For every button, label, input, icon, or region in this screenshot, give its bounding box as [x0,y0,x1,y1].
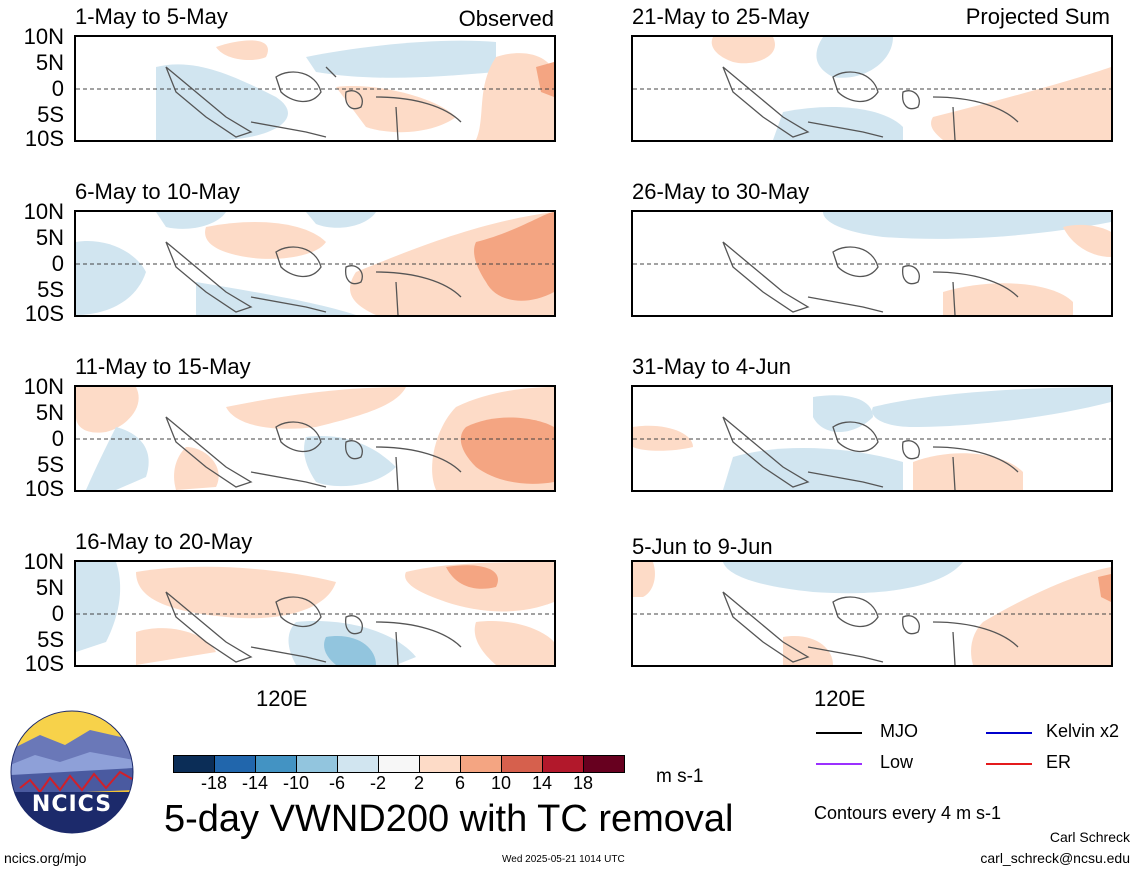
lat-label: 10S [24,126,64,151]
logo-text: NCICS [31,792,113,817]
map-panel [74,35,556,142]
lat-label: 0 [51,426,64,451]
legend-swatch-er [986,763,1032,765]
lat-label: 0 [51,76,64,101]
colorbar-tick-label: -2 [369,773,386,793]
footer-email[interactable]: carl_schreck@ncsu.edu [980,850,1130,866]
map-panel [74,210,556,317]
legend-swatch-low [816,763,862,765]
panel-title: 11-May to 15-May [75,354,251,379]
legend-swatch-mjo [816,732,862,734]
map-panel [74,560,556,667]
colorbar-tick-label: -6 [328,773,345,793]
lat-label: 0 [51,251,64,276]
lat-label: 0 [51,601,64,626]
lat-label: 10N [23,199,64,224]
panel-title: 1-May to 5-May [75,4,228,29]
map-panel [631,35,1113,142]
colorbar-swatch [214,755,256,773]
lat-label: 5S [37,102,64,127]
legend-swatch-kelvin [986,732,1032,734]
lat-label: 5N [35,400,64,425]
map-panel [631,385,1113,492]
panel-title: 21-May to 25-May [632,4,810,29]
colorbar-swatch [542,755,584,773]
projected-sum-label: Projected Sum [965,4,1110,29]
colorbar-swatch [378,755,420,773]
contour-note: Contours every 4 m s-1 [814,803,1002,823]
lat-label: 10N [23,24,64,49]
observed-label: Observed [458,6,554,31]
lat-label: 5N [35,575,64,600]
legend-label-low: Low [880,752,914,772]
colorbar-units: m s-1 [656,766,704,787]
ncics-logo: NCICS [10,710,134,834]
colorbar-tick-label: 2 [413,773,424,793]
map-panel [74,385,556,492]
colorbar-swatch [501,755,543,773]
legend-label-kelvin: Kelvin x2 [1046,721,1120,741]
lat-label: 10N [23,549,64,574]
map-panel [631,210,1113,317]
colorbar-swatch [460,755,502,773]
panel-title: 26-May to 30-May [632,179,810,204]
lon-label: 120E [814,686,866,711]
panel-title: 5-Jun to 9-Jun [632,534,773,559]
legend-label-mjo: MJO [880,721,918,741]
lat-label: 5S [37,277,64,302]
colorbar-swatch [173,755,215,773]
panel-title: 6-May to 10-May [75,179,241,204]
colorbar-tick-label: -10 [282,773,309,793]
lat-label: 5S [37,627,64,652]
lat-label: 10S [24,476,64,501]
colorbar-swatch [419,755,461,773]
panel-title: 16-May to 20-May [75,529,253,554]
colorbar-swatch [296,755,338,773]
colorbar-swatch [583,755,625,773]
main-title: 5-day VWND200 with TC removal [164,798,734,840]
footer-timestamp: Wed 2025-05-21 1014 UTC [502,854,625,865]
legend-label-er: ER [1046,752,1072,772]
colorbar-tick-label: 6 [454,773,465,793]
colorbar-tick-label: -14 [241,773,268,793]
colorbar-tick-label: -18 [200,773,227,793]
lat-label: 5N [35,50,64,75]
lat-label: 5N [35,225,64,250]
colorbar-swatch [255,755,297,773]
colorbar-swatch [337,755,379,773]
colorbar-tick-label: 10 [490,773,512,793]
lon-label: 120E [256,686,308,711]
lat-label: 5S [37,452,64,477]
lat-label: 10N [23,374,64,399]
panel-title: 31-May to 4-Jun [632,354,791,379]
colorbar-tick-label: 14 [531,773,553,793]
lat-label: 10S [24,651,64,676]
footer-author: Carl Schreck [1049,829,1130,845]
colorbar-tick-label: 18 [572,773,594,793]
footer-url[interactable]: ncics.org/mjo [4,850,87,866]
map-panel [631,560,1113,667]
lat-label: 10S [24,301,64,326]
